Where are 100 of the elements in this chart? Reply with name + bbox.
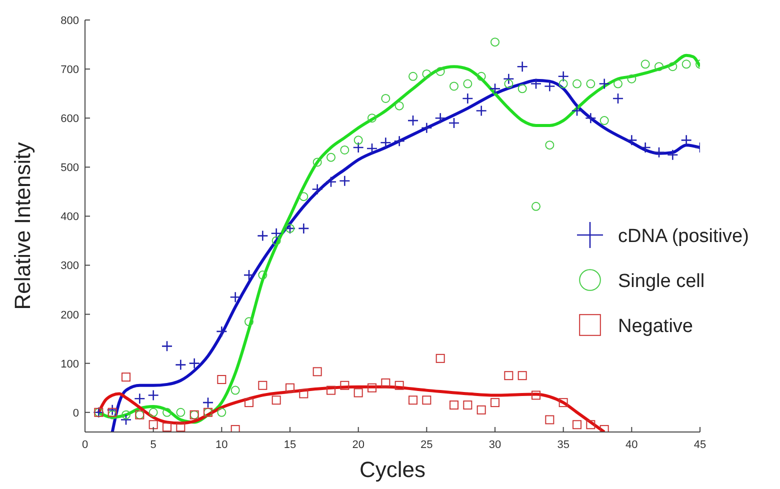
point xyxy=(202,396,214,408)
y-tick-label: 300 xyxy=(60,260,79,272)
point xyxy=(530,78,542,90)
point xyxy=(312,367,322,376)
point xyxy=(148,390,159,401)
point xyxy=(586,79,596,88)
point xyxy=(476,72,486,81)
point xyxy=(286,383,294,392)
point xyxy=(394,136,405,147)
point xyxy=(653,146,665,158)
point xyxy=(108,410,117,420)
point xyxy=(532,202,540,211)
point xyxy=(680,134,692,146)
x-tick-label: 15 xyxy=(284,439,296,451)
point xyxy=(463,400,472,410)
point xyxy=(668,62,678,72)
point xyxy=(312,184,323,195)
point xyxy=(407,114,419,126)
point xyxy=(354,136,363,145)
point xyxy=(504,79,514,88)
point xyxy=(558,79,568,88)
point xyxy=(586,420,596,430)
point xyxy=(600,116,609,126)
x-tick-label: 35 xyxy=(557,439,570,451)
point xyxy=(120,414,132,426)
point xyxy=(366,142,378,154)
point xyxy=(381,94,390,103)
point xyxy=(571,105,583,116)
point xyxy=(654,62,664,72)
point xyxy=(421,122,432,134)
point xyxy=(626,134,638,146)
point xyxy=(299,192,308,202)
point xyxy=(572,79,582,88)
point xyxy=(394,101,404,110)
legend-label: Single cell xyxy=(618,271,705,292)
point xyxy=(408,72,418,81)
point xyxy=(380,136,392,148)
point xyxy=(243,269,255,281)
point xyxy=(476,405,486,414)
x-tick-label: 0 xyxy=(82,439,88,451)
x-tick-label: 20 xyxy=(352,439,364,451)
point xyxy=(600,425,609,432)
point xyxy=(489,83,501,94)
point xyxy=(134,393,146,404)
point xyxy=(476,105,487,116)
point xyxy=(503,73,514,85)
point xyxy=(244,398,254,408)
x-tick-label: 30 xyxy=(488,439,502,451)
y-tick-label: 0 xyxy=(72,407,79,420)
point xyxy=(558,398,568,408)
point xyxy=(148,408,158,417)
point xyxy=(518,371,527,380)
point xyxy=(312,158,322,167)
point xyxy=(640,142,651,154)
point xyxy=(108,408,117,417)
point xyxy=(614,79,622,88)
point xyxy=(272,396,281,405)
point xyxy=(490,38,500,47)
point xyxy=(106,404,118,416)
point xyxy=(516,60,528,72)
point xyxy=(340,145,350,154)
point xyxy=(450,400,458,410)
point xyxy=(217,375,226,384)
point xyxy=(532,390,540,400)
point xyxy=(450,82,458,91)
point xyxy=(122,372,130,382)
x-tick-label: 10 xyxy=(216,439,228,451)
point xyxy=(176,422,186,432)
point xyxy=(598,78,610,90)
point xyxy=(188,358,200,369)
legend-label: Negative xyxy=(618,316,693,337)
point xyxy=(368,383,376,392)
point xyxy=(299,389,308,398)
point xyxy=(544,80,556,92)
point xyxy=(368,114,376,123)
point xyxy=(175,359,186,370)
point xyxy=(354,388,363,398)
point xyxy=(436,67,445,76)
point xyxy=(463,79,472,88)
point xyxy=(667,149,678,161)
point xyxy=(422,396,432,405)
point xyxy=(230,386,240,395)
y-tick-label: 400 xyxy=(60,211,79,224)
point xyxy=(270,228,282,240)
point xyxy=(339,175,350,187)
point xyxy=(422,69,432,78)
point xyxy=(326,152,336,162)
point xyxy=(504,371,514,380)
point xyxy=(612,92,624,104)
point xyxy=(161,340,173,352)
point xyxy=(394,380,404,390)
point xyxy=(162,422,172,432)
x-tick-label: 40 xyxy=(626,439,638,451)
y-axis-title: Relative Intensity xyxy=(10,142,35,310)
point xyxy=(230,291,241,303)
point xyxy=(176,408,186,417)
point xyxy=(257,230,268,242)
point xyxy=(434,112,446,124)
point xyxy=(490,398,500,408)
y-tick-label: 100 xyxy=(60,358,79,370)
